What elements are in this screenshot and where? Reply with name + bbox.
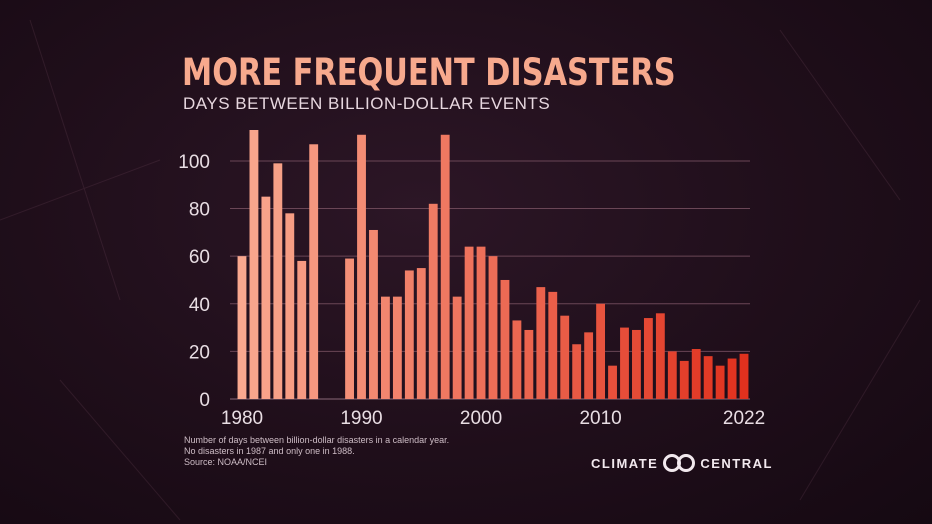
- bar-1984: [285, 213, 295, 399]
- background-decoration: [0, 19, 921, 521]
- x-tick-label: 1980: [221, 408, 263, 429]
- bar-1986: [309, 144, 319, 399]
- bar-2000: [476, 246, 486, 399]
- footnote: Number of days between billion-dollar di…: [184, 435, 449, 468]
- bar-2013: [632, 329, 641, 399]
- bar-1999: [464, 246, 474, 399]
- bar-1991: [369, 229, 378, 399]
- bar-2018: [691, 349, 701, 399]
- bar-1981: [249, 130, 259, 399]
- bar-1992: [381, 296, 390, 399]
- bar-1993: [392, 296, 402, 399]
- bar-2017: [679, 360, 689, 399]
- y-axis-ticks: 0 20 40 60 80 100: [178, 152, 210, 411]
- chart-title: MORE FREQUENT DISASTERS: [182, 51, 676, 94]
- bar-2010: [596, 303, 606, 399]
- bar-2006: [548, 291, 558, 399]
- x-tick-label: 2010: [579, 408, 621, 429]
- bar-2014: [643, 318, 653, 399]
- bar-2008: [572, 344, 582, 399]
- chart-subtitle: DAYS BETWEEN BILLION-DOLLAR EVENTS: [183, 94, 551, 113]
- bar-1997: [440, 134, 450, 399]
- bar-2022: [739, 353, 749, 399]
- bar-2001: [488, 256, 498, 399]
- bar-2005: [536, 287, 546, 399]
- bar-2016: [667, 351, 677, 399]
- bar-1980: [237, 256, 247, 399]
- bar-2020: [715, 365, 725, 399]
- bar-2012: [620, 327, 629, 399]
- x-tick-label: 2022: [723, 408, 765, 429]
- climate-central-logo[interactable]: CLIMATE CENTRAL: [591, 452, 773, 474]
- bar-1998: [452, 296, 462, 399]
- y-tick-label: 0: [199, 390, 210, 411]
- footnote-line: No disasters in 1987 and only one in 198…: [184, 446, 355, 456]
- x-axis-ticks: 1980 1990 2000 2010 2022: [221, 408, 765, 429]
- logo-text-left: CLIMATE: [591, 455, 659, 471]
- y-tick-label: 40: [189, 295, 210, 316]
- y-tick-label: 20: [189, 342, 210, 363]
- y-tick-label: 60: [189, 247, 210, 268]
- bars: [237, 130, 749, 399]
- bar-1990: [357, 134, 366, 399]
- bar-1985: [297, 260, 307, 399]
- bar-2002: [500, 279, 510, 399]
- bar-2009: [584, 332, 594, 399]
- bar-2004: [524, 329, 534, 399]
- footnote-source: Source: NOAA/NCEI: [184, 457, 268, 467]
- bar-2003: [512, 320, 522, 399]
- bar-1995: [416, 268, 426, 399]
- bar-1982: [261, 196, 271, 399]
- bar-1983: [273, 163, 283, 399]
- logo-text-right: CENTRAL: [700, 455, 773, 471]
- x-tick-label: 2000: [460, 408, 502, 429]
- bar-2011: [608, 365, 617, 399]
- bar-2007: [560, 315, 570, 399]
- climate-central-logo-icon: [663, 454, 696, 472]
- y-tick-label: 100: [178, 152, 210, 173]
- x-tick-label: 1990: [340, 408, 382, 429]
- bar-1989: [345, 258, 354, 399]
- footnote-line: Number of days between billion-dollar di…: [184, 435, 450, 445]
- bar-1994: [404, 270, 414, 399]
- bar-2015: [655, 313, 665, 399]
- bar-1996: [428, 203, 438, 399]
- bar-2019: [703, 356, 713, 399]
- bar-2021: [727, 358, 737, 399]
- y-tick-label: 80: [189, 200, 210, 221]
